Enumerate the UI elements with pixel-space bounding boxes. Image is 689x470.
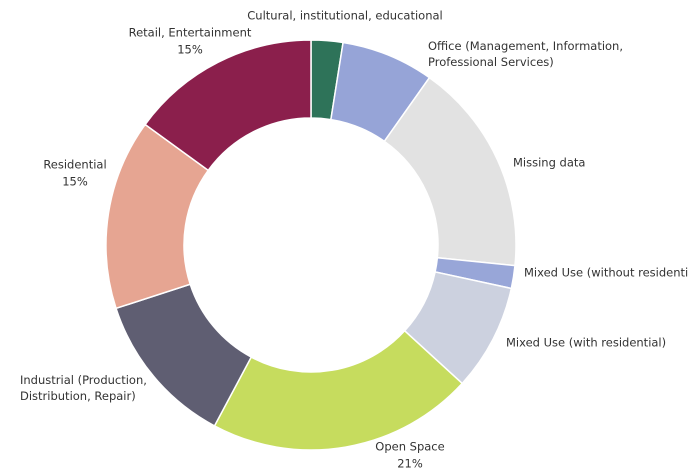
slice-label: Open Space xyxy=(375,440,444,454)
slice-label: Industrial (Production, Distribution, Rep… xyxy=(20,373,147,403)
slice-value-label: 15% xyxy=(177,43,203,57)
donut-slice xyxy=(144,39,312,172)
slice-label: Retail, Entertainment xyxy=(129,26,252,40)
donut-slice xyxy=(213,329,464,451)
slice-label: Missing data xyxy=(513,156,585,170)
slice-value-label: 15% xyxy=(62,175,88,189)
slice-label: Cultural, institutional, educational xyxy=(247,9,442,23)
slice-label: Residential xyxy=(43,158,106,172)
slice-label: Office (Management, Information, Professi… xyxy=(428,39,623,69)
slice-label: Mixed Use (without residential) xyxy=(524,266,689,280)
slice-value-label: 21% xyxy=(397,457,423,470)
slice-label: Mixed Use (with residential) xyxy=(506,336,666,350)
